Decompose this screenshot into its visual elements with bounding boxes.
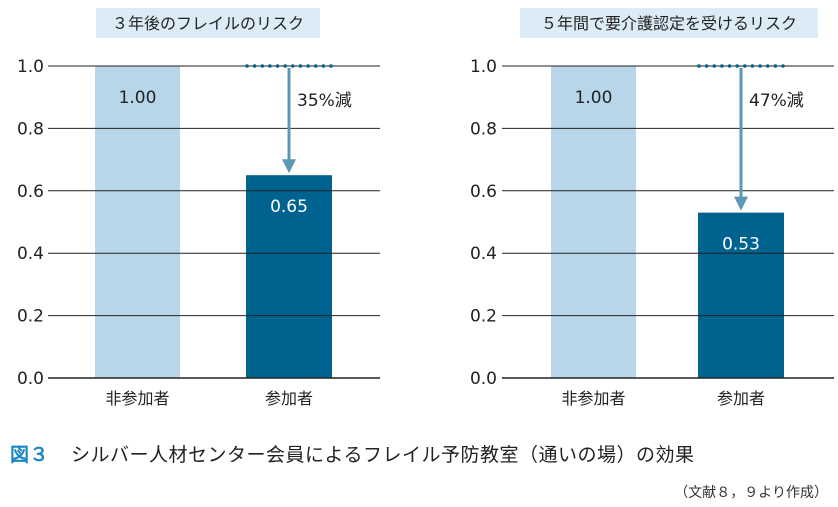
reference-dot (321, 64, 326, 68)
y-tick-label: 0.6 (17, 182, 44, 202)
reference-dot (697, 64, 701, 68)
y-tick-label: 0.2 (17, 307, 44, 327)
bar-participant (698, 212, 784, 378)
x-tick-label: 参加者 (717, 389, 765, 408)
y-tick-label: 0.0 (470, 369, 497, 389)
figure-number: 図３ (10, 444, 50, 466)
chart-title-background (520, 8, 818, 38)
bar-participant (246, 175, 332, 378)
data-label: 1.00 (119, 88, 157, 108)
caption-text: シルバー人材センター会員によるフレイル予防教室（通いの場）の効果 (71, 444, 695, 466)
reduction-annotation: 47%減 (749, 91, 804, 111)
reference-dot (298, 64, 303, 68)
reference-dot (750, 64, 755, 68)
reference-dot (313, 64, 318, 68)
y-tick-label: 0.6 (470, 182, 497, 202)
reference-dot (773, 64, 778, 68)
reference-dot (291, 64, 295, 68)
chart-panel-2: ５年間で要介護認定を受けるリスク 0.0 0.2 0.4 0.6 0.8 1.0 1.00 非参… (470, 8, 834, 408)
y-tick-label: 0.4 (470, 244, 497, 264)
reference-dotted-line (245, 64, 333, 68)
reference-dot (268, 64, 272, 68)
reference-dot (245, 64, 249, 68)
reduction-arrow-head (282, 159, 296, 174)
reference-dot (758, 64, 762, 68)
y-tick-label: 1.0 (17, 57, 44, 77)
reference-dot (712, 64, 717, 68)
reference-dot (252, 64, 257, 68)
x-tick-label: 参加者 (265, 389, 313, 408)
reference-dot (260, 64, 265, 68)
y-tick-label: 0.8 (17, 119, 44, 139)
chart-title: ３年後のフレイルのリスク (112, 14, 304, 33)
bar-non-participant (551, 66, 636, 378)
figure-caption: 図３ シルバー人材センター会員によるフレイル予防教室（通いの場）の効果 (10, 440, 694, 467)
reduction-arrow-head (734, 196, 748, 211)
x-tick-label: 非参加者 (561, 389, 625, 408)
reference-dot (765, 64, 770, 68)
y-tick-label: 0.0 (17, 369, 44, 389)
reference-dot (306, 64, 310, 68)
reference-dot (727, 64, 732, 68)
chart-title: ５年間で要介護認定を受けるリスク (541, 14, 797, 33)
reference-dotted-line (697, 64, 785, 68)
bar-non-participant (95, 66, 180, 378)
reference-dot (704, 64, 709, 68)
reference-dot (275, 64, 280, 68)
reference-dot (781, 64, 785, 68)
y-tick-label: 0.4 (17, 244, 44, 264)
reference-dot (735, 64, 739, 68)
reference-dot (743, 64, 747, 68)
x-tick-label: 非参加者 (105, 389, 169, 408)
data-label: 0.65 (270, 197, 308, 217)
chart-panel-1: ３年後のフレイルのリスク 0.0 0.2 0.4 0.6 0.8 1.0 1.00 非参加者 0.… (17, 8, 380, 408)
y-tick-label: 1.0 (470, 57, 497, 77)
data-label: 1.00 (575, 88, 613, 108)
chart-title-background (96, 8, 320, 38)
source-note: （文献８，９より作成） (674, 485, 828, 501)
reduction-annotation: 35%減 (297, 91, 352, 111)
reference-dot (283, 64, 287, 68)
data-label: 0.53 (722, 235, 760, 255)
reference-dot (329, 64, 333, 68)
y-tick-label: 0.8 (470, 119, 497, 139)
y-tick-label: 0.2 (470, 307, 497, 327)
reference-dot (720, 64, 724, 68)
